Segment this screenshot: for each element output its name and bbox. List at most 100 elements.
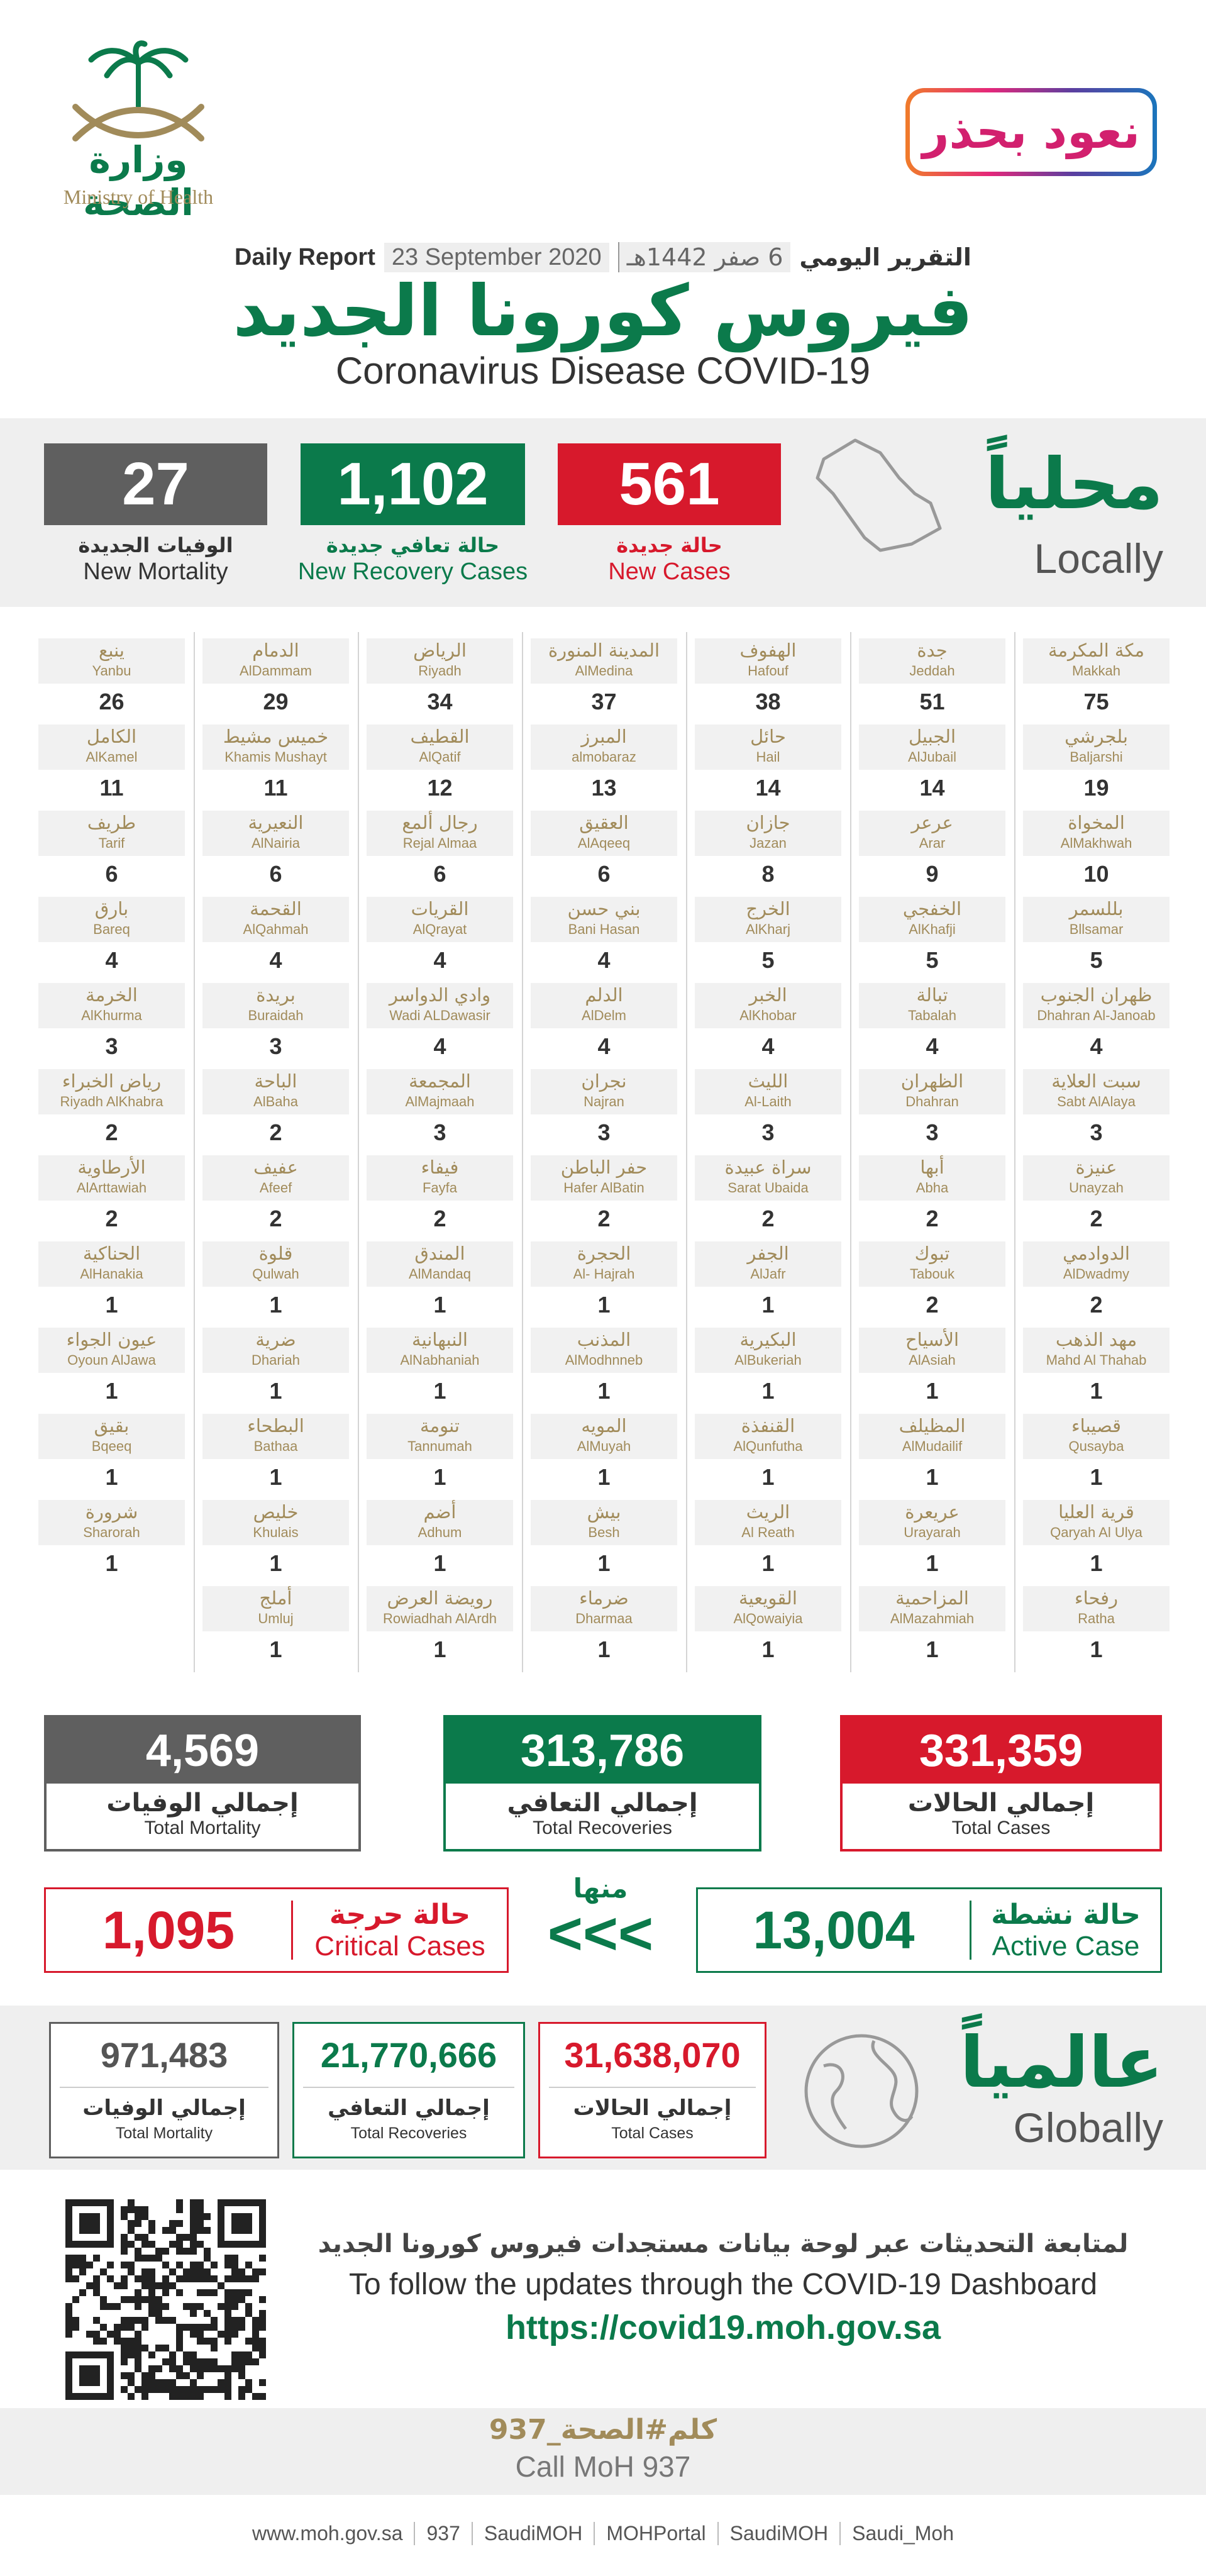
qr-module	[100, 2324, 107, 2331]
city-name-ar: القريات	[411, 898, 469, 919]
city-name-box: القطيف AlQatif	[367, 724, 513, 770]
qr-module	[114, 2324, 121, 2331]
city-name-en: AlArttawiah	[76, 1180, 147, 1196]
city-name-en: AlJafr	[750, 1266, 786, 1282]
city-name-ar: النبهانية	[412, 1329, 468, 1350]
qr-module	[141, 2317, 148, 2324]
city-name-en: AlAqeeq	[577, 835, 631, 851]
city-name-ar: حائل	[750, 726, 786, 747]
palm-leaves	[88, 40, 189, 79]
qr-module	[190, 2248, 197, 2255]
city-name-en: AlMandaq	[408, 1266, 472, 1282]
qr-module	[224, 2310, 231, 2317]
qr-module	[218, 2365, 224, 2372]
qr-module	[211, 2317, 218, 2324]
city-name-en: Al Reath	[741, 1524, 795, 1540]
qr-module	[155, 2345, 162, 2351]
city-name-en: Unayzah	[1069, 1180, 1124, 1196]
qr-module	[93, 2289, 100, 2296]
local-label-ar: محلياً	[985, 443, 1163, 525]
hotline-band	[0, 2408, 1206, 2495]
qr-module	[141, 2372, 148, 2379]
qr-module	[128, 2241, 135, 2248]
dashboard-url[interactable]: https://covid19.moh.gov.sa	[505, 2309, 941, 2346]
globe-circle	[804, 2034, 919, 2148]
qr-module	[190, 2324, 197, 2331]
qr-module	[197, 2338, 204, 2345]
qr-module	[211, 2275, 218, 2282]
city-name-box: قلوة Qulwah	[202, 1241, 349, 1287]
city-name-box: القويعية AlQowaiyia	[695, 1586, 841, 1631]
total-cases: 331,359 إجمالي الحالات Total Cases	[840, 1715, 1162, 1852]
city-name-box: النعيرية AlNairia	[202, 811, 349, 856]
city-name-ar: القحمة	[250, 898, 302, 919]
qr-module	[141, 2393, 148, 2400]
qr-module	[211, 2262, 218, 2268]
qr-module	[197, 2324, 204, 2331]
qr-module	[204, 2275, 211, 2282]
city-name-box: الجفر AlJafr	[695, 1241, 841, 1287]
qr-module	[197, 2206, 204, 2213]
qr-module	[231, 2358, 238, 2365]
city-cases: 12	[427, 775, 453, 801]
city-name-ar: البكيرية	[739, 1329, 797, 1350]
qr-module	[100, 2303, 107, 2310]
qr-module	[162, 2303, 169, 2310]
city-name-ar: الباحة	[254, 1070, 297, 1092]
city-name-en: AlModhnneb	[565, 1352, 643, 1368]
qr-module	[169, 2220, 176, 2227]
city-name-en: AlMedina	[575, 663, 633, 679]
city-name-en: Bani Hasan	[568, 921, 640, 937]
critical-value: 1,095	[102, 1900, 235, 1960]
qr-module	[176, 2331, 183, 2338]
qr-module	[65, 2310, 72, 2317]
city-name-box: أبها Abha	[859, 1155, 1005, 1201]
city-name-ar: الحناكية	[82, 1243, 141, 1264]
city-cases: 1	[926, 1636, 939, 1662]
city-cases: 13	[591, 775, 617, 801]
card-label-ar: الوفيات الجديدة	[78, 533, 233, 557]
city-name-box: الجبيل AlJubail	[859, 724, 1005, 770]
city-name-box: فيفاء Fayfa	[367, 1155, 513, 1201]
qr-finder	[79, 2213, 100, 2234]
qr-module	[65, 2262, 72, 2268]
qr-module	[190, 2206, 197, 2213]
qr-module	[148, 2275, 155, 2282]
qr-module	[155, 2248, 162, 2255]
qr-module	[148, 2227, 155, 2234]
city-name-ar: أملج	[259, 1587, 292, 1609]
city-cases: 4	[597, 947, 611, 973]
critical-labels: حالة حرجة Critical Cases	[291, 1899, 507, 1962]
city-name-ar: ينبع	[98, 640, 124, 661]
city-name-box: قرية العليا Qaryah Al Ulya	[1023, 1500, 1170, 1545]
city-name-box: خميس مشيط Khamis Mushayt	[202, 724, 349, 770]
city-name-en: AlMajmaah	[405, 1094, 475, 1109]
city-name-ar: المويه	[581, 1415, 627, 1436]
qr-module	[231, 2289, 238, 2296]
qr-module	[135, 2248, 141, 2255]
qr-module	[135, 2303, 141, 2310]
qr-module	[197, 2358, 204, 2365]
city-cases: 2	[926, 1292, 939, 1318]
qr-module	[204, 2310, 211, 2317]
global-recoveries: 21,770,666 إجمالي التعافي Total Recoveri…	[292, 2022, 525, 2158]
qr-module	[121, 2282, 128, 2289]
city-name-en: Baljarshi	[1070, 749, 1123, 765]
qr-module	[245, 2379, 252, 2386]
city-name-box: عفيف Afeef	[202, 1155, 349, 1201]
qr-module	[121, 2213, 128, 2220]
qr-module	[218, 2386, 224, 2393]
city-name-ar: عرعر	[911, 812, 953, 833]
city-cases: 2	[433, 1206, 446, 1231]
qr-module	[93, 2331, 100, 2338]
city-name-en: Wadi ALDawasir	[389, 1008, 490, 1023]
city-name-ar: حفر الباطن	[560, 1157, 648, 1178]
qr-module	[114, 2338, 121, 2345]
qr-module	[231, 2324, 238, 2331]
city-cases: 29	[263, 689, 289, 714]
global-label-ar: إجمالي الوفيات	[82, 2096, 246, 2121]
qr-module	[245, 2303, 252, 2310]
qr-module	[197, 2275, 204, 2282]
city-name-en: AlKhafji	[909, 921, 956, 937]
qr-module	[238, 2365, 245, 2372]
